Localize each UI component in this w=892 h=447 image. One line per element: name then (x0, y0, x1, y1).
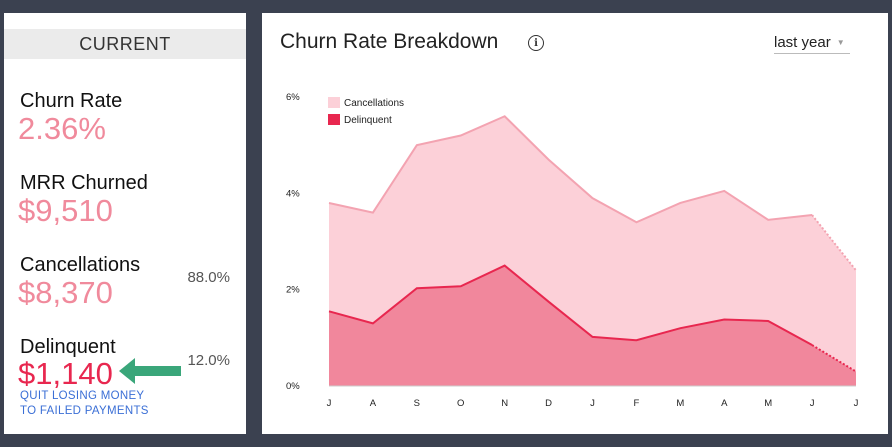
date-range-select[interactable]: last year ▼ (774, 31, 850, 54)
delinquent-value: $1,140 (18, 356, 113, 391)
legend-label-cancellations: Cancellations (344, 98, 404, 109)
mrr-churned-value: $9,510 (18, 193, 113, 228)
x-tick-label: J (590, 398, 595, 409)
area-delinquent (329, 265, 856, 386)
legend-swatch-cancellations (328, 97, 340, 108)
legend-swatch-delinquent (328, 114, 340, 125)
y-tick-label: 6% (286, 92, 300, 103)
y-tick-label: 2% (286, 285, 300, 296)
current-header: CURRENT (4, 29, 246, 59)
mrr-churned-label: MRR Churned (20, 172, 148, 194)
delinquent-label: Delinquent (20, 336, 116, 358)
cta-line-2: TO FAILED PAYMENTS (20, 405, 149, 417)
chart-title: Churn Rate Breakdown (280, 30, 499, 53)
info-icon[interactable]: i (528, 35, 544, 51)
date-range-value: last year (774, 33, 831, 51)
x-tick-label: M (676, 398, 684, 409)
legend-label-delinquent: Delinquent (344, 115, 392, 126)
x-tick-label: J (854, 398, 859, 409)
x-tick-label: A (721, 398, 728, 409)
chevron-down-icon: ▼ (836, 37, 845, 47)
projected-line-delinquent (811, 344, 857, 373)
x-tick-label: A (370, 398, 377, 409)
line-cancellations (328, 115, 813, 224)
x-tick-label: O (457, 398, 464, 409)
churn-rate-label: Churn Rate (20, 90, 123, 112)
x-tick-label: D (545, 398, 552, 409)
y-tick-label: 4% (286, 188, 300, 199)
x-tick-label: J (327, 398, 332, 409)
x-tick-label: J (810, 398, 815, 409)
quit-losing-money-link[interactable]: QUIT LOSING MONEY TO FAILED PAYMENTS (20, 389, 149, 419)
arrow-left-icon (119, 358, 181, 384)
cancellations-value: $8,370 (18, 275, 113, 310)
y-tick-label: 0% (286, 381, 300, 392)
churn-breakdown-panel: Churn Rate Breakdown i last year ▼ 0% 2% 4… (262, 13, 888, 434)
cta-line-1: QUIT LOSING MONEY (20, 390, 145, 402)
churn-area-chart: 0% 2% 4% 6% J A S O N D J F M A M J J Cancellations Delinq… (286, 92, 859, 409)
cancellations-percent: 88.0% (187, 269, 230, 286)
cancellations-label: Cancellations (20, 254, 141, 276)
x-tick-label: M (764, 398, 772, 409)
x-tick-label: F (634, 398, 640, 409)
x-tick-label: S (414, 398, 420, 409)
x-tick-label: N (501, 398, 508, 409)
line-delinquent (328, 264, 813, 346)
delinquent-percent: 12.0% (187, 352, 230, 369)
current-metrics-panel: CURRENT Churn Rate 2.36% MRR Churned $9,… (4, 13, 246, 434)
churn-rate-value: 2.36% (18, 111, 106, 146)
